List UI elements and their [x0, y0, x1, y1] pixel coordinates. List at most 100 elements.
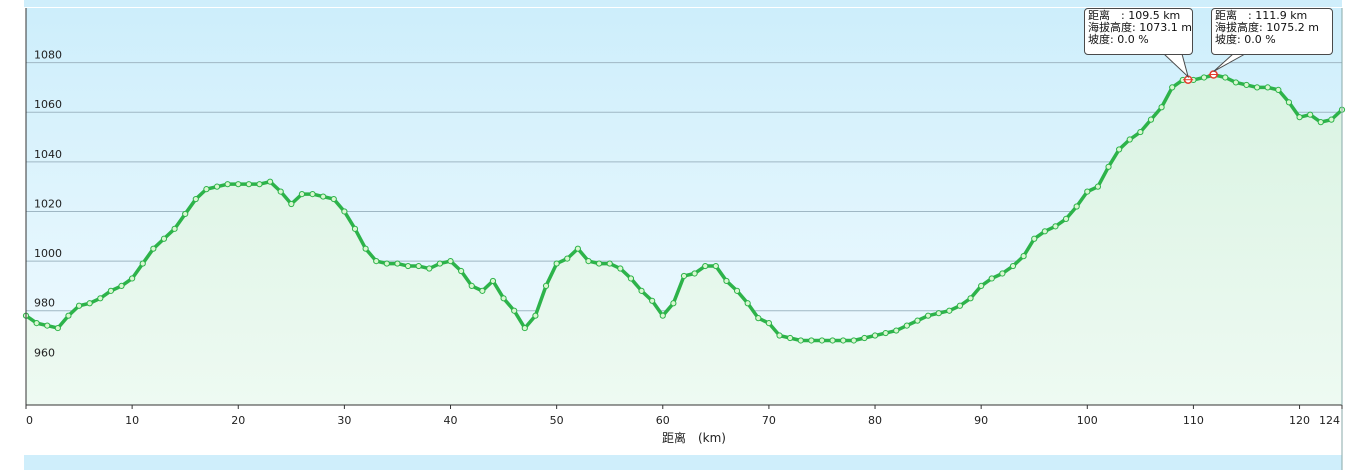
data-point — [500, 295, 507, 302]
data-point — [426, 265, 433, 272]
x-tick-label: 0 — [26, 414, 33, 427]
data-point — [1328, 116, 1335, 123]
data-point — [1009, 262, 1017, 270]
data-point — [351, 225, 359, 232]
data-point — [670, 300, 677, 307]
data-point — [521, 324, 528, 332]
x-tick-label: 60 — [656, 414, 670, 427]
data-point — [1158, 104, 1165, 111]
data-point — [1253, 84, 1261, 91]
tooltip-line: 海拔高度: 1073.1 m — [1088, 21, 1192, 34]
x-tick-label: 110 — [1183, 414, 1204, 427]
data-point — [436, 260, 444, 267]
data-point — [1126, 136, 1133, 143]
data-point — [818, 337, 826, 344]
data-point — [808, 337, 815, 344]
data-point — [702, 262, 709, 270]
tooltip-line: 距离 : 111.9 km — [1215, 9, 1308, 22]
data-point — [404, 262, 412, 270]
data-point — [1052, 223, 1059, 230]
area-fill — [26, 74, 1342, 406]
data-point — [956, 302, 964, 309]
data-point — [638, 287, 645, 294]
x-tick-label: 20 — [231, 414, 245, 427]
x-tick-label: 90 — [974, 414, 988, 427]
data-point — [765, 320, 773, 327]
x-tick-label: 10 — [125, 414, 139, 427]
data-point — [797, 337, 804, 344]
data-point — [511, 307, 518, 314]
data-point — [298, 190, 306, 198]
x-tick-label: 80 — [868, 414, 882, 427]
data-point — [649, 297, 656, 304]
data-point — [542, 282, 550, 289]
data-point — [129, 275, 136, 282]
data-point — [330, 195, 337, 203]
data-point — [712, 262, 719, 270]
x-tick-label: 40 — [444, 414, 458, 427]
data-point — [213, 183, 221, 190]
y-tick-label: 1080 — [34, 49, 62, 62]
data-point — [585, 257, 592, 265]
point-tooltip: 距离 : 109.5 km 海拔高度: 1073.1 m 坡度: 0.0 % — [1084, 8, 1193, 55]
data-point — [829, 337, 836, 344]
data-point — [394, 260, 401, 267]
data-point — [755, 315, 762, 322]
data-point — [1285, 99, 1293, 106]
tooltip-line: 坡度: 0.0 % — [1215, 33, 1276, 46]
data-point — [617, 265, 624, 272]
x-tick-label: 70 — [762, 414, 776, 427]
data-point — [924, 312, 932, 319]
data-point — [1041, 228, 1048, 235]
data-point — [309, 190, 316, 198]
data-point — [1275, 86, 1282, 93]
y-tick-label: 1060 — [34, 98, 62, 111]
data-point — [75, 302, 83, 309]
data-point — [861, 334, 868, 342]
tooltip-pointer — [1213, 53, 1246, 72]
y-tick-label: 960 — [34, 346, 55, 359]
data-point — [914, 317, 921, 324]
data-point — [787, 334, 794, 342]
data-point — [266, 178, 274, 185]
data-point — [86, 300, 93, 307]
data-point — [65, 312, 72, 319]
data-point — [1296, 114, 1303, 121]
data-point — [245, 181, 252, 188]
tooltip-pointer — [1163, 53, 1190, 79]
data-point — [1073, 203, 1080, 210]
data-point — [415, 262, 422, 270]
data-point — [871, 332, 879, 339]
x-tick-label: 120 — [1289, 414, 1310, 427]
data-point — [1094, 183, 1102, 190]
data-point — [182, 210, 189, 218]
data-point — [903, 322, 910, 329]
data-point — [1200, 74, 1208, 81]
x-tick-label: 100 — [1077, 414, 1098, 427]
data-point — [489, 277, 497, 285]
data-point — [383, 260, 390, 267]
data-point — [160, 235, 168, 242]
data-point — [44, 322, 51, 329]
data-point — [150, 245, 157, 252]
y-tick-label: 1040 — [34, 148, 62, 161]
tooltip-line: 坡度: 0.0 % — [1088, 33, 1149, 46]
data-point — [447, 257, 454, 265]
data-point — [967, 295, 974, 302]
data-point — [341, 208, 348, 215]
data-point — [532, 312, 539, 319]
data-point — [840, 337, 847, 344]
bottom-frame — [24, 455, 1342, 470]
data-point — [893, 327, 900, 334]
data-point — [659, 312, 666, 319]
data-point — [574, 245, 581, 252]
data-point — [277, 188, 284, 195]
data-point — [362, 245, 369, 252]
data-point — [691, 270, 698, 277]
tooltip-line: 海拔高度: 1075.2 m — [1215, 21, 1319, 34]
data-point — [744, 300, 751, 307]
data-point — [606, 260, 613, 267]
data-point — [1222, 74, 1229, 81]
data-point — [553, 260, 560, 267]
